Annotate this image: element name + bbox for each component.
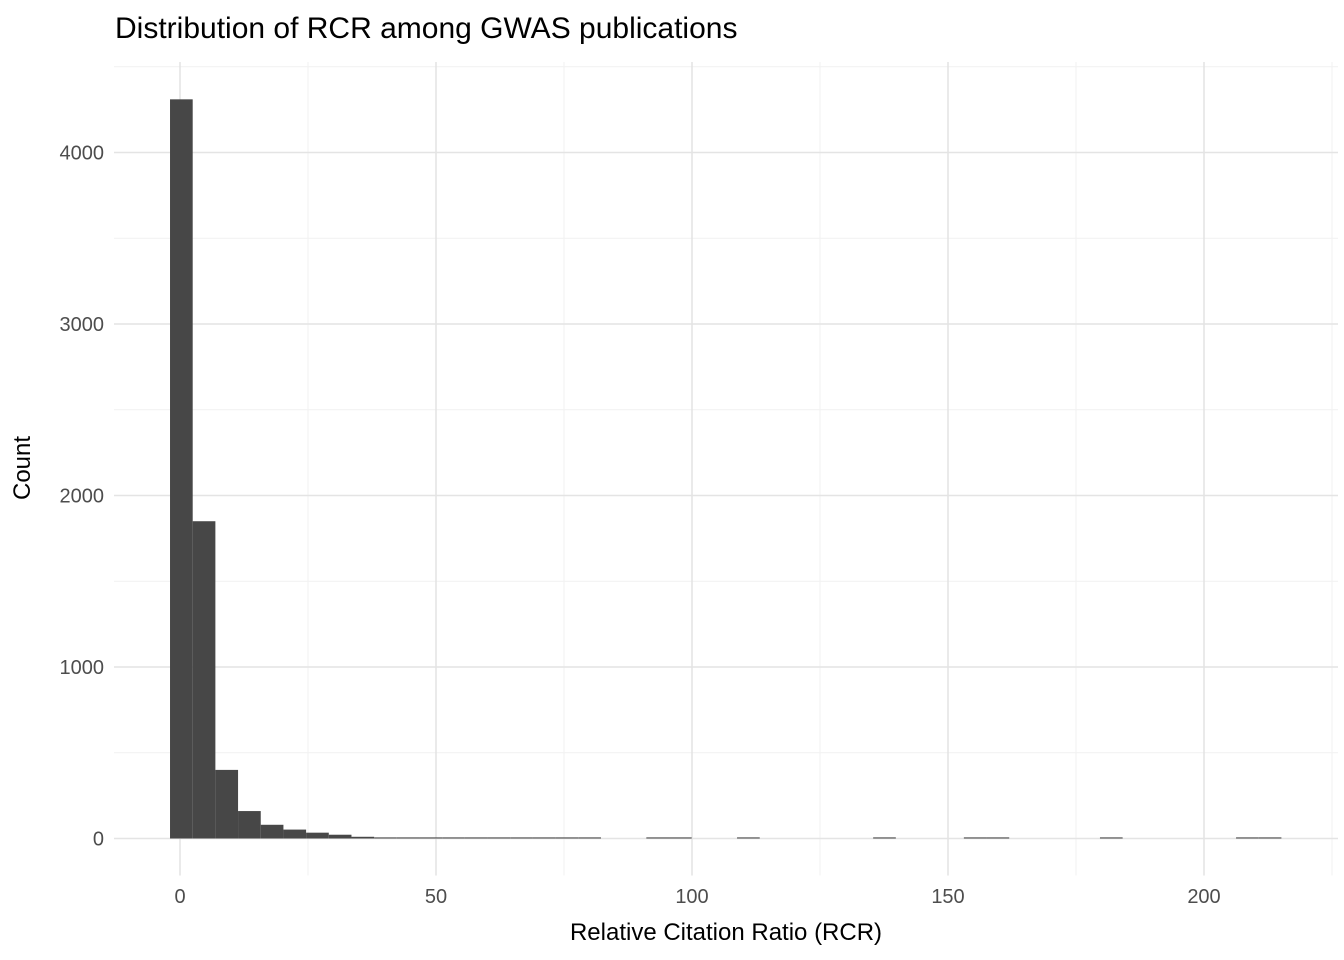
histogram-bar — [328, 834, 352, 839]
y-tick-label: 3000 — [60, 314, 105, 336]
histogram-bar — [1258, 837, 1282, 839]
histogram-bars — [170, 99, 1282, 839]
histogram-bar — [260, 824, 284, 839]
y-axis-title: Count — [9, 436, 36, 500]
histogram-bar — [487, 837, 511, 839]
histogram-bar — [510, 837, 533, 839]
histogram-bar — [555, 837, 579, 839]
y-tick-label: 1000 — [60, 657, 105, 679]
histogram-bar — [646, 837, 670, 839]
minor-gridlines — [114, 62, 1338, 876]
histogram-bar — [873, 837, 896, 839]
y-tick-label: 0 — [93, 829, 104, 851]
histogram-bar — [442, 837, 465, 839]
x-tick-label: 100 — [675, 886, 708, 908]
histogram-bar — [986, 837, 1010, 839]
histogram-bar — [737, 837, 760, 839]
histogram-bar — [283, 829, 307, 839]
histogram-bar — [963, 837, 987, 839]
histogram-bar — [532, 837, 556, 839]
histogram-bar — [374, 837, 397, 839]
histogram-bar — [238, 811, 261, 839]
histogram-bar — [578, 837, 601, 839]
chart-title: Distribution of RCR among GWAS publicati… — [115, 12, 737, 45]
histogram-bar — [306, 832, 329, 839]
y-axis-tick-labels: 0 1000 2000 3000 4000 — [60, 143, 105, 851]
histogram-bar — [1236, 837, 1259, 839]
x-tick-label: 0 — [174, 886, 185, 908]
histogram-bar — [170, 99, 193, 839]
histogram-bar — [1099, 837, 1123, 839]
histogram-bar — [351, 836, 375, 839]
histogram-bar — [396, 837, 420, 839]
histogram-bar — [464, 837, 488, 839]
y-tick-label: 4000 — [60, 143, 105, 165]
histogram-bar — [215, 769, 239, 839]
histogram-bar — [419, 837, 443, 839]
x-axis-tick-labels: 0 50 100 150 200 — [174, 886, 1220, 908]
histogram-bar — [192, 521, 216, 839]
y-tick-label: 2000 — [60, 486, 105, 508]
x-axis-title: Relative Citation Ratio (RCR) — [570, 919, 882, 946]
x-tick-label: 150 — [931, 886, 964, 908]
x-tick-label: 200 — [1187, 886, 1220, 908]
histogram-bar — [669, 837, 692, 839]
x-tick-label: 50 — [425, 886, 447, 908]
